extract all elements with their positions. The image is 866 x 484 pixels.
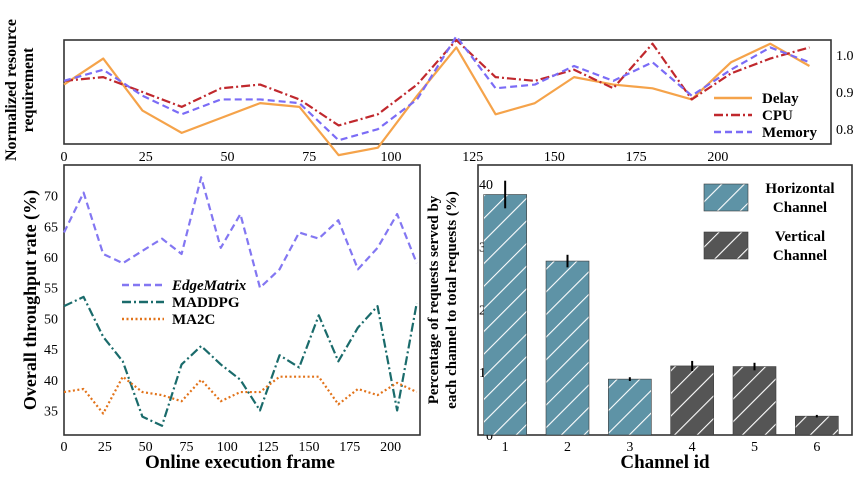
top-y-tick-label: 1.0 [836,49,854,64]
resource-requirement-chart: Normalized resource requirement 0 25 50 75 10… [3,19,854,165]
bl-x-tick-label: 100 [217,440,238,455]
throughput-chart: Overall throughput rate (%) Online execu… [20,164,421,473]
bl-y-axis-label: Overall throughput rate (%) [20,190,41,410]
bl-y-tick-label: 40 [44,374,58,389]
br-legend: Horizontal Channel Vertical Channel [703,181,835,264]
bl-legend-label: MA2C [172,312,215,328]
bar-channel-3 [608,378,652,436]
bl-x-tick-label: 175 [339,440,360,455]
br-bars [483,180,839,436]
top-plot-frame [63,39,832,145]
bl-x-tick-label: 50 [139,440,153,455]
br-y-tick-label: 40 [479,178,493,193]
bl-series-lines [63,176,418,427]
top-x-tick-label: 125 [462,150,483,165]
top-series-line-delay [63,42,811,157]
top-legend-label: Memory [762,125,817,141]
br-x-tick-label: 5 [751,440,758,455]
top-x-ticks: 0 25 50 75 100 125 150 175 200 [61,150,729,165]
bl-x-tick-label: 150 [298,440,319,455]
top-x-tick-label: 150 [544,150,565,165]
bar-channel-6 [795,415,839,436]
bl-y-tick-label: 65 [44,220,58,235]
bl-x-axis-label: Online execution frame [145,452,335,473]
bl-y-tick-label: 45 [44,343,58,358]
top-legend-label: Delay [762,91,799,107]
br-y-axis-label-line1: Percentage of requests served by [426,195,442,404]
bar-channel-5 [732,366,777,436]
br-x-ticks: 1 2 3 4 5 6 [502,440,821,455]
br-legend-label-line1: Vertical [775,229,825,245]
bl-x-tick-label: 200 [380,440,401,455]
br-x-tick-label: 1 [502,440,509,455]
bar-channel-4 [670,365,714,436]
bl-y-ticks: 35 40 45 50 55 60 65 70 [44,190,58,420]
br-legend-swatch [703,183,749,212]
top-x-tick-label: 100 [380,150,401,165]
bl-y-tick-label: 55 [44,282,58,297]
br-x-tick-label: 6 [813,440,820,455]
top-series-lines [63,35,811,157]
top-y-ticks: 0.8 0.9 1.0 [836,49,854,138]
bar-channel-2 [545,260,590,436]
bl-y-tick-label: 35 [44,404,58,419]
top-x-tick-label: 175 [626,150,647,165]
bl-y-tick-label: 50 [44,312,58,327]
top-y-axis-label-line1: Normalized resource [3,19,20,161]
br-x-axis-label: Channel id [620,452,710,473]
top-x-tick-label: 0 [61,150,68,165]
br-legend-label-line1: Horizontal [765,181,834,197]
top-y-axis-label: Normalized resource requirement [3,19,37,161]
bl-x-tick-label: 25 [98,440,112,455]
bl-legend-label: MADDPG [172,295,240,311]
br-y-axis-label: Percentage of requests served by each cha… [426,191,460,409]
bl-plot-frame [63,164,421,436]
br-y-axis-label-line2: each channel to total requests (%) [444,191,460,409]
top-y-axis-label-line2: requirement [20,47,37,132]
top-y-tick-label: 0.8 [836,123,854,138]
top-x-tick-label: 75 [302,150,316,165]
bl-series-line-ma2c [63,375,418,415]
top-legend-label: CPU [762,108,793,124]
bl-x-ticks: 0 25 50 75 100 125 150 175 200 [61,440,402,455]
top-x-tick-label: 200 [707,150,728,165]
bl-y-tick-label: 60 [44,251,58,266]
br-x-tick-label: 2 [564,440,571,455]
bl-y-axis-label-text: Overall throughput rate (%) [20,190,41,410]
br-plot-frame [477,164,853,436]
top-series-line-memory [63,35,810,142]
bl-x-tick-label: 125 [258,440,279,455]
br-legend-label-line2: Channel [773,200,827,216]
bl-y-tick-label: 70 [44,190,58,205]
bl-series-line-maddpg [63,295,418,427]
br-y-tick-label: 0 [486,429,493,444]
br-x-tick-label: 3 [626,440,633,455]
br-legend-label-line2: Channel [773,248,827,264]
bar-channel-1 [483,194,527,436]
bl-x-tick-label: 75 [179,440,193,455]
bl-x-tick-label: 0 [61,440,68,455]
br-x-tick-label: 4 [689,440,696,455]
top-series-line-cpu [63,38,810,127]
br-legend-swatch [703,231,749,260]
top-x-tick-label: 25 [139,150,153,165]
bl-series-line-edgematrix [63,176,418,289]
channel-bar-chart: Percentage of requests served by each cha… [426,164,853,473]
top-x-tick-label: 50 [220,150,234,165]
bl-legend-label: EdgeMatrix [171,278,247,294]
top-y-tick-label: 0.9 [836,86,854,101]
